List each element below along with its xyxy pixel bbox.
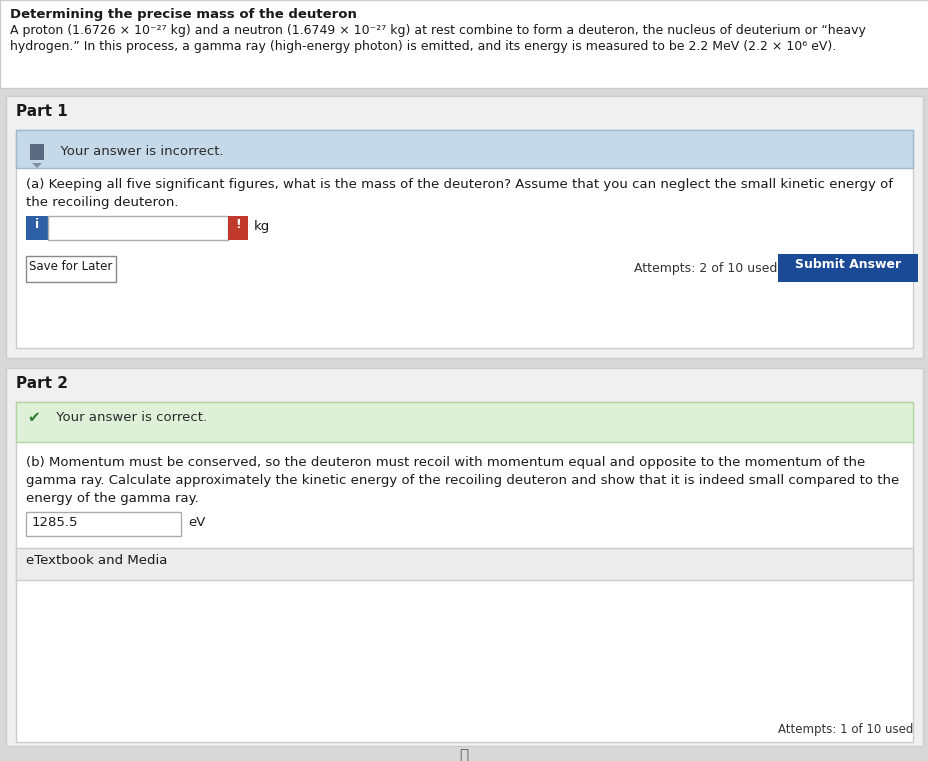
Bar <box>777 254 917 282</box>
Polygon shape <box>32 163 42 168</box>
Text: Submit Answer: Submit Answer <box>794 258 900 271</box>
Text: Attempts: 2 of 10 used: Attempts: 2 of 10 used <box>633 262 777 275</box>
Bar <box>16 402 912 442</box>
Bar <box>16 130 912 168</box>
Bar <box>6 368 922 746</box>
Bar <box>26 256 116 282</box>
Text: !: ! <box>235 218 240 231</box>
Text: energy of the gamma ray.: energy of the gamma ray. <box>26 492 199 505</box>
Bar <box>227 216 248 240</box>
Bar <box>48 216 227 240</box>
Text: eV: eV <box>187 516 205 529</box>
Text: hydrogen.” In this process, a gamma ray (high-energy photon) is emitted, and its: hydrogen.” In this process, a gamma ray … <box>10 40 835 53</box>
Text: the recoiling deuteron.: the recoiling deuteron. <box>26 196 178 209</box>
Text: ✔: ✔ <box>28 410 40 425</box>
Text: (b) Momentum must be conserved, so the deuteron must recoil with momentum equal : (b) Momentum must be conserved, so the d… <box>26 456 864 469</box>
Text: kg: kg <box>253 220 270 233</box>
Text: Your answer is correct.: Your answer is correct. <box>52 411 207 424</box>
Bar <box>16 402 912 742</box>
Bar <box>26 512 181 536</box>
Text: (a) Keeping all five significant figures, what is the mass of the deuteron? Assu: (a) Keeping all five significant figures… <box>26 178 892 191</box>
Bar <box>30 144 44 160</box>
Text: Determining the precise mass of the deuteron: Determining the precise mass of the deut… <box>10 8 356 21</box>
Text: Attempts: 1 of 10 used: Attempts: 1 of 10 used <box>777 723 912 736</box>
Text: A proton (1.6726 × 10⁻²⁷ kg) and a neutron (1.6749 × 10⁻²⁷ kg) at rest combine t: A proton (1.6726 × 10⁻²⁷ kg) and a neutr… <box>10 24 865 37</box>
Text: 1285.5: 1285.5 <box>32 516 78 529</box>
Bar <box>26 216 48 240</box>
Text: Save for Later: Save for Later <box>30 260 112 273</box>
Bar <box>16 548 912 580</box>
Text: gamma ray. Calculate approximately the kinetic energy of the recoiling deuteron : gamma ray. Calculate approximately the k… <box>26 474 898 487</box>
Text: ⤷: ⤷ <box>459 748 468 761</box>
Text: eTextbook and Media: eTextbook and Media <box>26 554 167 567</box>
Text: Your answer is incorrect.: Your answer is incorrect. <box>52 145 224 158</box>
Text: Part 1: Part 1 <box>16 104 68 119</box>
Text: Part 2: Part 2 <box>16 376 68 391</box>
Bar <box>0 0 928 88</box>
Text: i: i <box>35 218 39 231</box>
Bar <box>6 96 922 358</box>
Bar <box>16 130 912 348</box>
